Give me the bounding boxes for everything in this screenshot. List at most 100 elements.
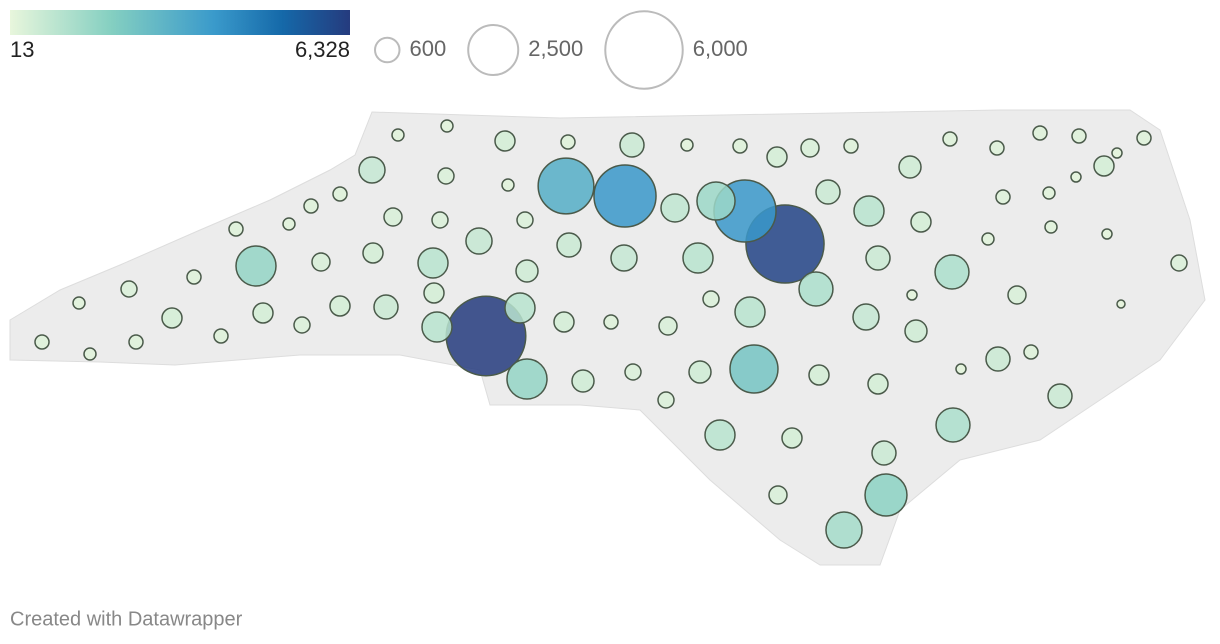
bubble [852, 303, 880, 331]
state-outline [9, 109, 1206, 566]
bubble [898, 155, 922, 179]
bubble [843, 138, 859, 154]
color-tick-label: 6,328 [295, 37, 350, 62]
bubble [704, 419, 736, 451]
bubble [995, 189, 1011, 205]
bubble-layer [34, 119, 1188, 549]
bubble [768, 485, 788, 505]
bubble [660, 193, 690, 223]
bubble [1070, 171, 1082, 183]
bubble [910, 211, 932, 233]
bubble [128, 334, 144, 350]
bubble [624, 363, 642, 381]
bubble [603, 314, 619, 330]
bubble [657, 391, 675, 409]
size-legend-circle [467, 24, 520, 76]
bubble [311, 252, 331, 272]
bubble [1032, 125, 1048, 141]
bubble [1044, 220, 1058, 234]
size-legend-circle [604, 10, 684, 90]
bubble [553, 311, 575, 333]
bubble [494, 130, 516, 152]
bubble [391, 128, 405, 142]
bubble [303, 198, 319, 214]
bubble [955, 363, 967, 375]
bubble [906, 289, 918, 301]
bubble [358, 156, 386, 184]
bubble [252, 302, 274, 324]
bubble [83, 347, 97, 361]
bubble [853, 195, 885, 227]
bubble [619, 132, 645, 158]
bubble [373, 294, 399, 320]
bubble [34, 334, 50, 350]
bubble [942, 131, 958, 147]
bubble [593, 164, 657, 228]
bubble [1101, 228, 1113, 240]
bubble [329, 295, 351, 317]
bubble [213, 328, 229, 344]
bubble [981, 232, 995, 246]
bubble [161, 307, 183, 329]
bubble [186, 269, 202, 285]
bubble [431, 211, 449, 229]
bubble [282, 217, 296, 231]
bubble [864, 473, 908, 517]
bubble [867, 373, 889, 395]
bubble [871, 440, 897, 466]
bubble [989, 140, 1005, 156]
size-legend-label: 6,000 [693, 36, 748, 61]
bubble [702, 290, 720, 308]
bubble [501, 178, 515, 192]
footer: Created with Datawrapper [10, 608, 243, 630]
bubble [293, 316, 311, 334]
bubble [610, 244, 638, 272]
bubble [1023, 344, 1039, 360]
bubble [556, 232, 582, 258]
bubble [766, 146, 788, 168]
bubble [437, 167, 455, 185]
bubble [362, 242, 384, 264]
bubble [865, 245, 891, 271]
bubble [571, 369, 595, 393]
bubble [1116, 299, 1126, 309]
bubble [421, 311, 453, 343]
bubble [935, 407, 971, 443]
bubble [732, 138, 748, 154]
bubble [815, 179, 841, 205]
legend: 13 6,328 600 2,500 6,000 [10, 10, 748, 90]
bubble [506, 358, 548, 400]
bubble [696, 181, 736, 221]
bubble [688, 360, 712, 384]
bubble [800, 138, 820, 158]
bubble [72, 296, 86, 310]
bubble [825, 511, 863, 549]
bubble [904, 319, 928, 343]
bubble [515, 259, 539, 283]
bubble [332, 186, 348, 202]
bubble [781, 427, 803, 449]
bubble [516, 211, 534, 229]
bubble [985, 346, 1011, 372]
color-scale-bar [10, 10, 350, 35]
bubble [504, 292, 536, 324]
size-legend-label: 2,500 [528, 36, 583, 61]
bubble [1047, 383, 1073, 409]
bubble [798, 271, 834, 307]
size-legend-label: 600 [409, 36, 446, 61]
bubble [808, 364, 830, 386]
bubble [465, 227, 493, 255]
bubble [729, 344, 779, 394]
bubble [560, 134, 576, 150]
bubble [1136, 130, 1152, 146]
color-tick-label: 13 [10, 37, 34, 62]
bubble [235, 245, 277, 287]
bubble [228, 221, 244, 237]
bubble [1071, 128, 1087, 144]
bubble [1170, 254, 1188, 272]
bubble [658, 316, 678, 336]
bubble [120, 280, 138, 298]
bubble [1093, 155, 1115, 177]
bubble [682, 242, 714, 274]
